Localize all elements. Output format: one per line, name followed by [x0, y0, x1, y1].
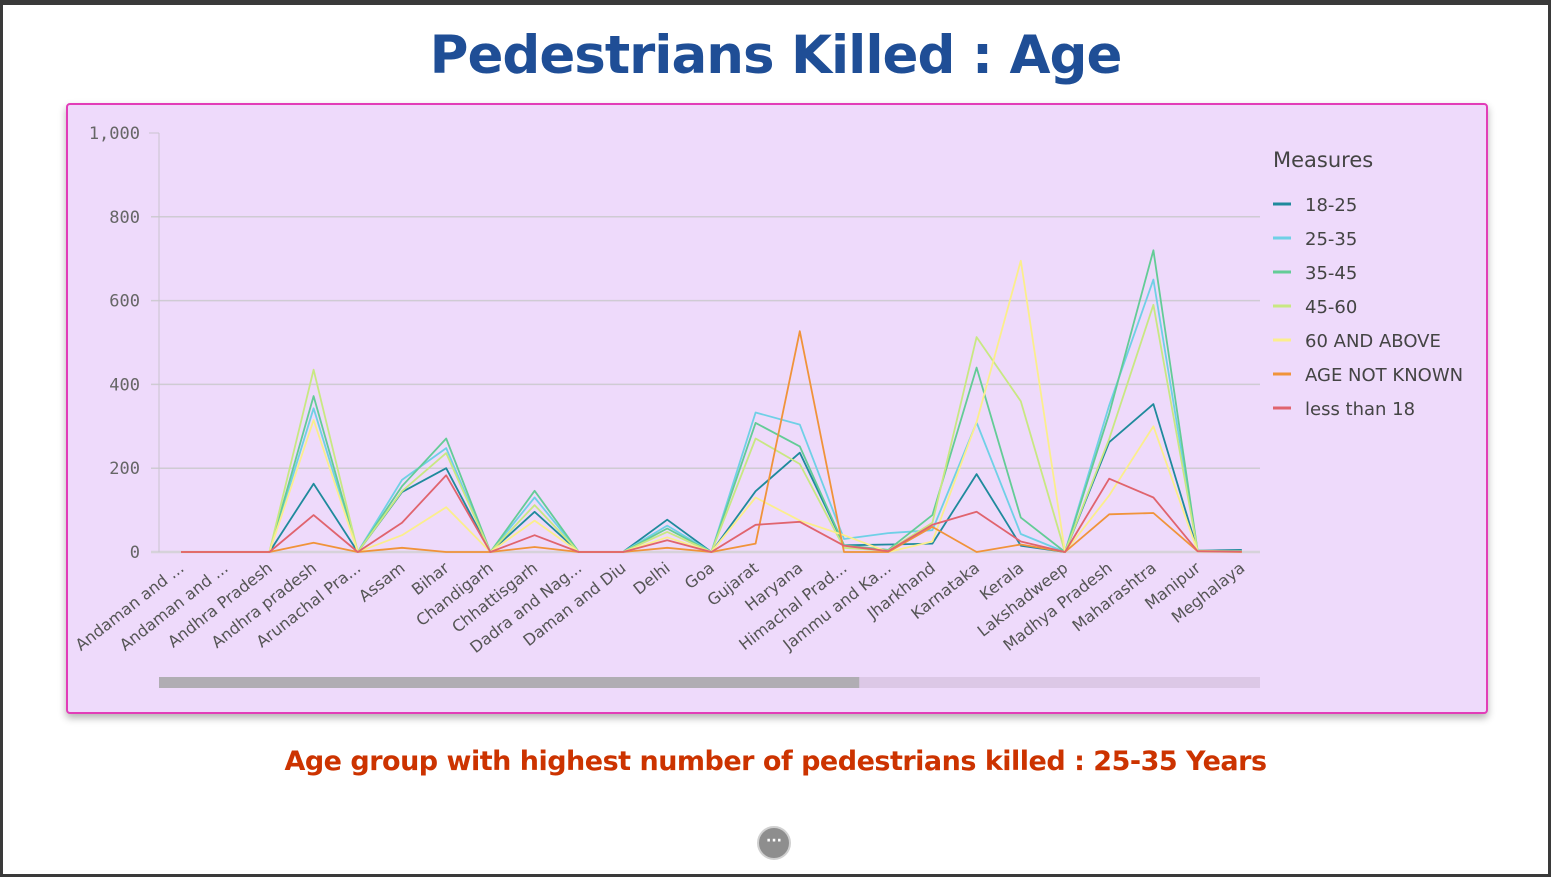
series-line-25-35 — [181, 278, 1242, 553]
slide: Pedestrians Killed : Age 0 200 400 600 800 1,… — [3, 5, 1548, 874]
page-title: Pedestrians Killed : Age — [429, 25, 1123, 86]
x-tick-label: Assam — [355, 558, 408, 606]
y-tick-label: 400 — [109, 375, 140, 395]
x-axis: Andaman and ...Andaman and ...Andhra Pra… — [72, 558, 1249, 657]
legend[interactable]: Measures 18-25 25-35 35-45 45-60 60 AND ABOVE… — [1273, 148, 1463, 420]
legend-item[interactable]: 18-25 — [1305, 195, 1357, 216]
series-line-less-than-18 — [181, 474, 1242, 553]
y-tick-label: 200 — [109, 459, 140, 479]
y-axis: 0 200 400 600 800 1,000 — [89, 124, 160, 563]
more-options-button[interactable]: ··· — [757, 826, 791, 860]
y-tick-label: 0 — [130, 543, 140, 563]
x-tick-label: Delhi — [629, 558, 673, 598]
legend-item[interactable]: 25-35 — [1305, 229, 1357, 250]
scrollbar-thumb[interactable] — [159, 677, 860, 688]
y-tick-label: 800 — [109, 208, 140, 228]
legend-item[interactable]: less than 18 — [1305, 399, 1415, 420]
legend-title: Measures — [1273, 148, 1373, 172]
legend-item[interactable]: 35-45 — [1305, 263, 1357, 284]
series-lines — [181, 249, 1242, 553]
legend-item[interactable]: 45-60 — [1305, 297, 1357, 318]
series-line-45-60 — [181, 303, 1242, 553]
y-tick-label: 600 — [109, 292, 140, 312]
legend-item[interactable]: AGE NOT KNOWN — [1305, 365, 1463, 386]
horizontal-scrollbar[interactable] — [159, 677, 1260, 688]
chart-card: 0 200 400 600 800 1,000 Andaman and ... Andama… — [66, 103, 1488, 714]
line-chart: 0 200 400 600 800 1,000 Andaman and ...Andama… — [72, 124, 1463, 688]
series-line-age-not-known — [181, 330, 1242, 553]
insight-subtitle: Age group with highest number of pedestr… — [284, 746, 1267, 777]
y-tick-label: 1,000 — [89, 124, 140, 144]
legend-item[interactable]: 60 AND ABOVE — [1305, 331, 1441, 352]
